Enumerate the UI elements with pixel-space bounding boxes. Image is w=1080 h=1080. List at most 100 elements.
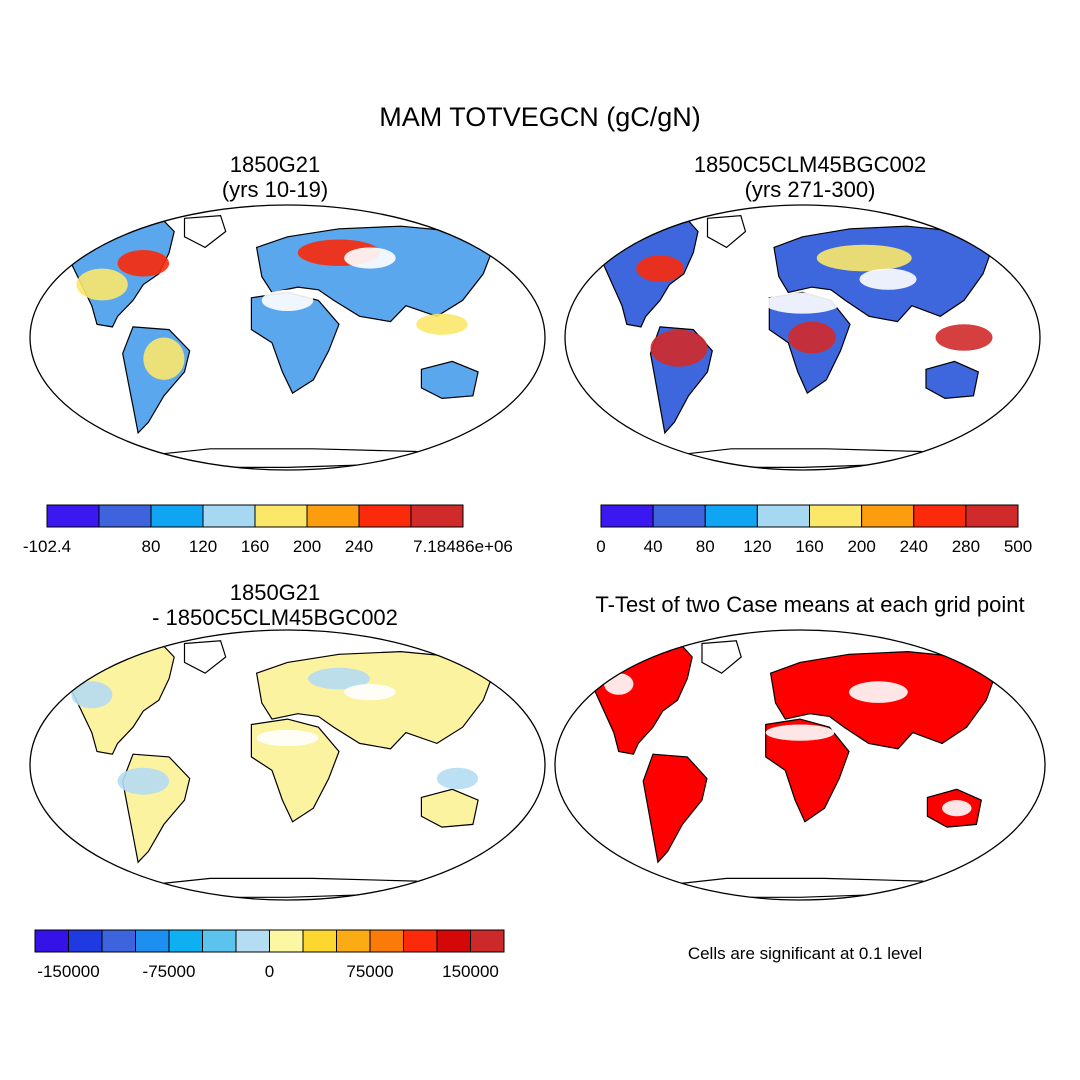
panel-1-map: [29, 204, 546, 471]
panel-3-colorbar-box: [202, 929, 237, 953]
panel-2-colorbar-label: 120: [743, 537, 771, 556]
panel-1-colorbar-box: [254, 504, 308, 528]
panel-2-colorbar-box: [600, 504, 654, 528]
panel-2-title-line1: 1850C5CLM45BGC002: [693, 152, 927, 177]
panel-4-map-frame: [554, 629, 1046, 901]
panel-3-map-greenland: [183, 640, 227, 674]
panel-3-map-patch: [344, 684, 396, 701]
panel-2-colorbar-box: [809, 504, 863, 528]
panel-1-colorbar-box: [410, 504, 464, 528]
panel-2-colorbar-label: 80: [696, 537, 715, 556]
panel-3-colorbar-box: [470, 929, 505, 953]
panel-3-colorbar-box: [135, 929, 170, 953]
panel-2-colorbar-box: [704, 504, 758, 528]
panel-2-map-patch: [859, 268, 917, 290]
panel-2-colorbar-label: 200: [847, 537, 875, 556]
panel-2-map-patch: [764, 292, 841, 314]
panel-3-map-patch: [71, 681, 113, 709]
panel-1-title-line2: (yrs 10-19): [221, 177, 329, 202]
panel-2-colorbar-box: [913, 504, 967, 528]
panel-3-colorbar-box: [68, 929, 103, 953]
panel-2-map: [564, 204, 1041, 471]
panel-3-colorbar-label: -75000: [143, 962, 196, 981]
panel-1-colorbar: -102.4 80 120 160 200 240 7.18486e+06: [23, 504, 513, 556]
panel-1-map-patch: [416, 313, 468, 335]
panel-3-colorbar-label: 75000: [346, 962, 393, 981]
panel-3-map-australia: [420, 788, 479, 828]
panel-2-colorbar-label: 500: [1004, 537, 1032, 556]
panel-3-title-line1: 1850G21: [229, 580, 321, 605]
panel-1-colorbar-box: [46, 504, 100, 528]
panel-1-colorbar-box: [306, 504, 360, 528]
panel-3-colorbar-label: -150000: [37, 962, 99, 981]
panel-2-colorbar-box: [861, 504, 915, 528]
panel-3-colorbar-box: [336, 929, 371, 953]
panel-3-title: 1850G21 - 1850C5CLM45BGC002: [75, 580, 475, 630]
panel-2-colorbar-label: 240: [900, 537, 928, 556]
panel-2-map-patch: [788, 321, 836, 354]
panel-1-colorbar-label: 240: [345, 537, 373, 556]
panel-1-map-patch: [344, 247, 396, 269]
panel-1-colorbar-box: [202, 504, 256, 528]
panel-2-colorbar-box: [652, 504, 706, 528]
panel-1-map-patch: [76, 268, 128, 301]
panel-2-title: 1850C5CLM45BGC002 (yrs 271-300): [610, 152, 1010, 202]
panel-1-title-line1: 1850G21: [229, 152, 321, 177]
panel-2-map-australia: [925, 360, 979, 400]
panel-2-title-line2: (yrs 271-300): [744, 177, 876, 202]
significance-note: Cells are significant at 0.1 level: [687, 944, 923, 963]
panel-3-colorbar-box: [403, 929, 438, 953]
panel-1-colorbar-label: 200: [293, 537, 321, 556]
panel-1-colorbar-label: -102.4: [23, 537, 71, 556]
panel-2-map-patch: [636, 255, 684, 282]
panel-4-map-africa: [765, 718, 850, 823]
panel-3-map-patch: [308, 667, 370, 690]
panel-1-title: 1850G21 (yrs 10-19): [75, 152, 475, 202]
panel-2-colorbar-box: [965, 504, 1019, 528]
panel-3-map: [29, 629, 546, 901]
panel-2-colorbar: 0 40 80 120 160 200 240 280 500: [596, 504, 1032, 556]
panel-3-colorbar-box: [302, 929, 337, 953]
panel-4-map-patch: [849, 681, 908, 703]
panel-4-map: [554, 629, 1046, 901]
panel-2-map-greenland: [706, 214, 747, 249]
panel-3-colorbar-label: 0: [265, 962, 274, 981]
panel-1-map-patch: [261, 289, 314, 311]
panel-3-colorbar: -150000 -75000 0 75000 150000: [34, 929, 505, 981]
panel-1-colorbar-box: [358, 504, 412, 528]
panel-1-colorbar-box: [150, 504, 204, 528]
panel-2-map-patch: [650, 329, 708, 367]
panel-2-colorbar-label: 160: [795, 537, 823, 556]
panel-3-title-line2: - 1850C5CLM45BGC002: [152, 605, 398, 630]
panel-3-colorbar-box: [101, 929, 136, 953]
panel-3-colorbar-label: 150000: [442, 962, 499, 981]
panel-1-map-patch: [143, 337, 185, 380]
panel-4-title: T-Test of two Case means at each grid po…: [595, 592, 1025, 617]
panel-1-map-frame: [29, 204, 546, 471]
panel-4-map-patch: [942, 800, 972, 817]
panel-1-colorbar-label: 160: [241, 537, 269, 556]
panel-3-colorbar-box: [235, 929, 270, 953]
panel-3-colorbar-box: [168, 929, 203, 953]
panel-1-colorbar-box: [98, 504, 152, 528]
panel-3-colorbar-box: [369, 929, 404, 953]
figure-title: MAM TOTVEGCN (gC/gN): [379, 102, 701, 132]
panel-2-map-patch: [935, 324, 993, 351]
panel-2-map-frame: [564, 204, 1041, 471]
panel-1-map-greenland: [183, 214, 227, 249]
panel-3-colorbar-box: [34, 929, 69, 953]
panel-1-map-patch: [117, 250, 170, 277]
panel-2-map-patch: [816, 244, 912, 272]
panel-4-map-south-america: [642, 753, 708, 864]
panel-1-map-australia: [420, 360, 479, 400]
panel-4-map-patch: [765, 724, 835, 741]
panel-3-map-patch: [436, 767, 479, 790]
panel-4-map-patch: [604, 673, 634, 695]
panel-3-map-patch: [117, 767, 170, 795]
panel-3-colorbar-box: [269, 929, 304, 953]
panel-3-colorbar-box: [436, 929, 471, 953]
panel-2-colorbar-label: 280: [952, 537, 980, 556]
panel-2-colorbar-box: [756, 504, 810, 528]
panel-2-colorbar-label: 40: [644, 537, 663, 556]
